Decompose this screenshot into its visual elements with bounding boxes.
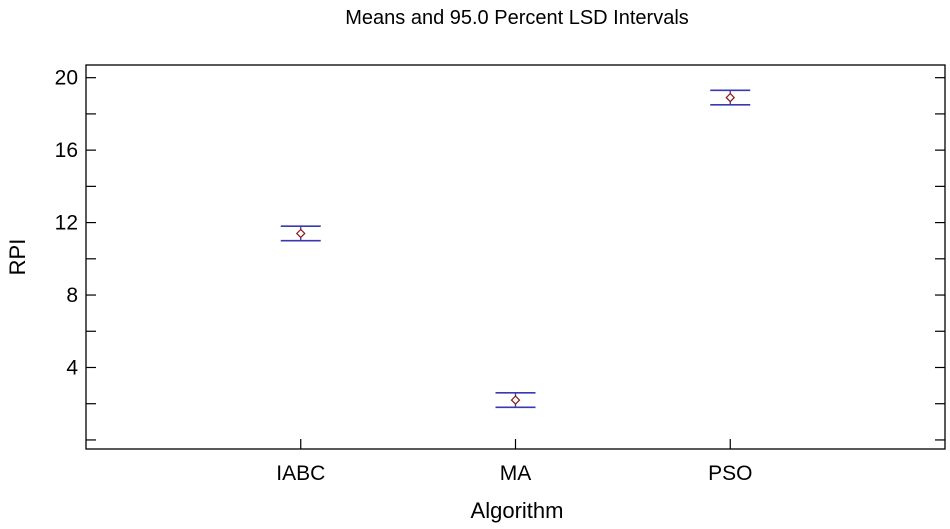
interval-ma (495, 392, 536, 409)
y-axis-ticks (86, 77, 945, 441)
interval-pso (710, 89, 751, 106)
mean-marker-ma (510, 395, 521, 405)
interval-series (280, 89, 751, 409)
x-tick-label-iabc: IABC (276, 462, 325, 485)
y-tick-label-12: 12 (55, 212, 78, 235)
y-tick-label-4: 4 (66, 356, 78, 379)
interval-iabc (280, 225, 321, 242)
x-tick-label-ma: MA (500, 462, 532, 485)
chart-title: Means and 95.0 Percent LSD Intervals (345, 7, 689, 29)
y-axis-label: RPI (5, 239, 30, 276)
mean-marker-iabc (295, 228, 306, 239)
x-axis-label: Algorithm (471, 498, 564, 523)
y-tick-label-8: 8 (66, 284, 78, 307)
x-tick-label-pso: PSO (708, 462, 752, 485)
mean-marker-pso (725, 92, 736, 103)
x-axis-tick-labels: IABC MA PSO (276, 439, 752, 485)
y-axis-tick-labels: 4 8 12 16 20 (55, 67, 79, 380)
y-tick-label-20: 20 (55, 67, 78, 90)
y-tick-label-16: 16 (55, 139, 78, 162)
plot-frame (85, 64, 946, 450)
